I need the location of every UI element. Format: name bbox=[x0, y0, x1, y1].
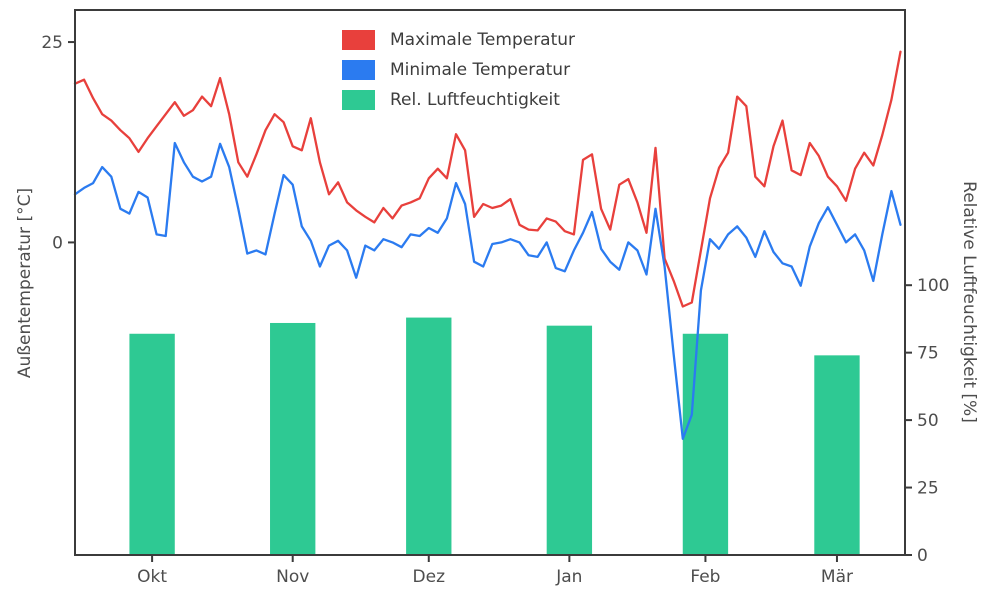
humidity-bar bbox=[814, 355, 860, 555]
plot-frame bbox=[74, 9, 906, 556]
y-right-tick-label: 25 bbox=[917, 479, 939, 499]
x-tick-label: Mär bbox=[821, 567, 853, 587]
y-right-tick-label: 0 bbox=[917, 546, 928, 566]
right-axis-title: Relative Luftfeuchtigkeit [%] bbox=[959, 181, 979, 423]
legend-item-humidity: Rel. Luftfeuchtigkeit bbox=[342, 90, 575, 110]
min-temp-line bbox=[73, 141, 902, 440]
legend-label: Rel. Luftfeuchtigkeit bbox=[390, 90, 560, 110]
x-tick-label: Nov bbox=[276, 567, 309, 587]
y-left-tick-label: 25 bbox=[41, 33, 63, 53]
legend-item-max-temp: Maximale Temperatur bbox=[342, 30, 575, 50]
legend-label: Maximale Temperatur bbox=[390, 30, 576, 50]
x-tick-label: Dez bbox=[413, 567, 446, 587]
min-temp-swatch-icon bbox=[342, 60, 375, 80]
y-right-tick-label: 50 bbox=[917, 411, 939, 431]
y-left-tick-label: 0 bbox=[52, 233, 63, 253]
humidity-bar bbox=[129, 333, 175, 555]
left-axis-title: Außentemperatur [°C] bbox=[15, 187, 35, 379]
humidity-bar bbox=[270, 322, 316, 555]
x-tick-label: Jan bbox=[555, 567, 582, 587]
max-temp-swatch-icon bbox=[342, 30, 375, 50]
humidity-bar bbox=[546, 325, 593, 555]
y-right-tick-label: 100 bbox=[917, 276, 949, 296]
humidity-bar bbox=[406, 317, 452, 555]
legend: Maximale Temperatur Minimale Temperatur … bbox=[338, 28, 580, 112]
x-tick-label: Feb bbox=[690, 567, 720, 587]
humidity-bar bbox=[682, 333, 729, 555]
humidity-swatch-icon bbox=[342, 90, 375, 110]
legend-item-min-temp: Minimale Temperatur bbox=[342, 60, 575, 80]
y-right-tick-label: 75 bbox=[917, 344, 939, 364]
legend-label: Minimale Temperatur bbox=[390, 60, 571, 80]
x-tick-label: Okt bbox=[137, 567, 167, 587]
max-temp-line bbox=[73, 50, 902, 308]
